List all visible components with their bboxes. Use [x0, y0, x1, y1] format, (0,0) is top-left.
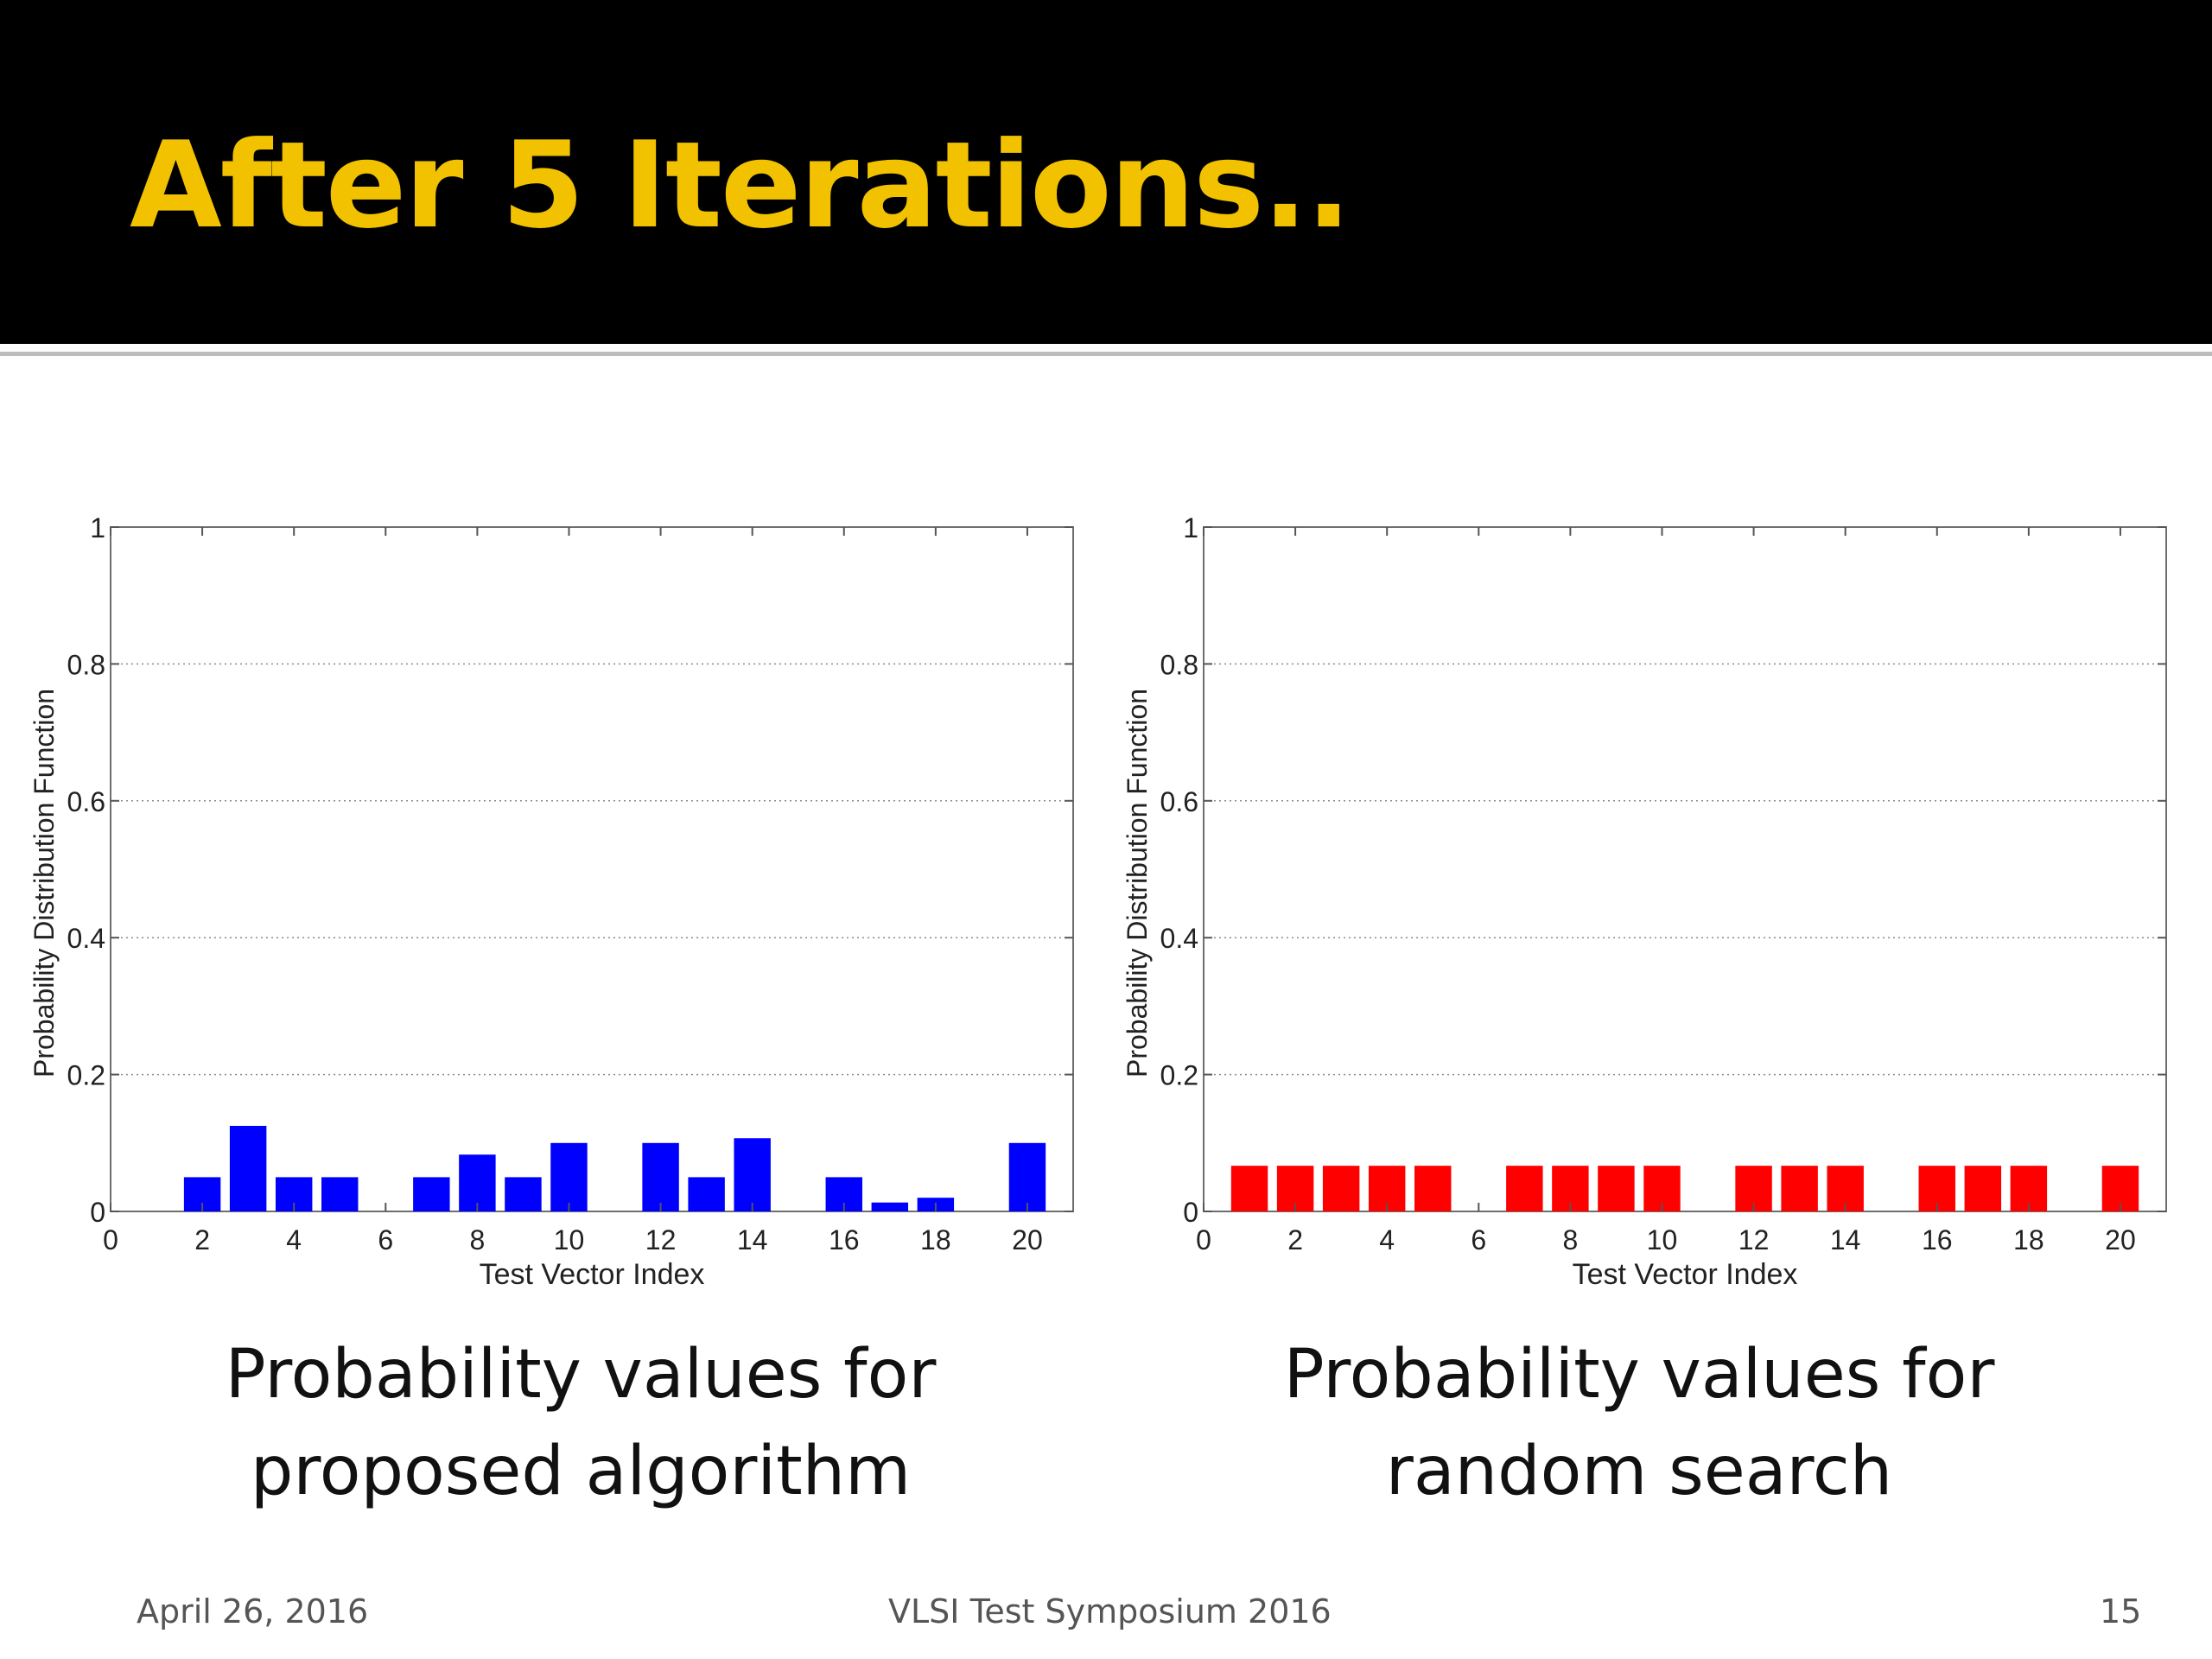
- x-tick-label: 12: [1738, 1224, 1770, 1255]
- bar: [459, 1154, 496, 1211]
- y-tick-label: 1: [90, 512, 105, 543]
- caption-line: proposed algorithm: [250, 1433, 912, 1510]
- y-tick-label: 0.4: [1160, 923, 1198, 954]
- caption-line: Probability values for: [225, 1336, 937, 1414]
- bar: [1506, 1166, 1543, 1211]
- chart-random-search-svg: 0 2 4 6 8 10 12 14 16 18 20 0 0.2 0.4 0.6 0.8 1 Test Vect…: [1122, 512, 2167, 1291]
- bar: [1414, 1166, 1452, 1211]
- title-bar: After 5 Iterations..: [0, 0, 2212, 344]
- x-axis-label: Test Vector Index: [480, 1258, 705, 1291]
- title-divider: [0, 352, 2212, 356]
- bar: [1781, 1166, 1818, 1211]
- y-axis-label: Probability Distribution Function: [29, 689, 60, 1077]
- bar: [229, 1126, 267, 1211]
- x-tick-label: 2: [1287, 1224, 1303, 1255]
- bar: [1008, 1142, 1046, 1211]
- x-tick-label: 0: [103, 1224, 118, 1255]
- x-tick-label: 12: [645, 1224, 677, 1255]
- bar: [413, 1177, 450, 1211]
- x-tick-label: 8: [469, 1224, 485, 1255]
- x-tick-label: 6: [1471, 1224, 1486, 1255]
- x-tick-label: 14: [737, 1224, 768, 1255]
- x-tick-label: 8: [1562, 1224, 1578, 1255]
- bar: [734, 1138, 771, 1211]
- bar: [1230, 1166, 1268, 1211]
- x-tick-label: 0: [1196, 1224, 1211, 1255]
- y-tick-label: 0.6: [67, 786, 105, 817]
- footer-venue: VLSI Test Symposium 2016: [888, 1592, 1332, 1630]
- caption-line: Probability values for: [1283, 1336, 1995, 1414]
- bar: [321, 1177, 359, 1211]
- bar: [505, 1177, 542, 1211]
- x-tick-label: 18: [920, 1224, 951, 1255]
- footer-page-number: 15: [2100, 1592, 2142, 1630]
- x-tick-label: 4: [286, 1224, 302, 1255]
- bar: [1598, 1166, 1635, 1211]
- chart-proposed-algorithm: 0 2 4 6 8 10 12 14 16 18 20 0 0.2 0.4 0.6 0.8 1 Test Vect…: [17, 501, 1080, 1313]
- x-tick-label: 4: [1379, 1224, 1395, 1255]
- x-tick-label: 2: [194, 1224, 210, 1255]
- bar: [642, 1142, 679, 1211]
- bar: [550, 1142, 588, 1211]
- footer-date: April 26, 2016: [137, 1592, 369, 1630]
- x-tick-label: 14: [1830, 1224, 1861, 1255]
- y-tick-label: 0.8: [1160, 649, 1198, 680]
- y-tick-label: 0: [1183, 1197, 1198, 1228]
- chart-proposed-algorithm-svg: 0 2 4 6 8 10 12 14 16 18 20 0 0.2 0.4 0.6 0.8 1 Test Vect…: [29, 512, 1074, 1291]
- chart-random-search: 0 2 4 6 8 10 12 14 16 18 20 0 0.2 0.4 0.6 0.8 1 Test Vect…: [1110, 501, 2173, 1313]
- y-tick-label: 0: [90, 1197, 105, 1228]
- x-tick-label: 16: [1922, 1224, 1953, 1255]
- y-tick-label: 0.2: [1160, 1060, 1198, 1091]
- bar: [688, 1177, 725, 1211]
- undefined: [110, 526, 1074, 1212]
- y-tick-label: 1: [1183, 512, 1198, 543]
- x-axis-label: Test Vector Index: [1573, 1258, 1798, 1291]
- x-tick-label: 18: [2013, 1224, 2044, 1255]
- caption-random-search: Probability values for random search: [1207, 1326, 2071, 1520]
- y-axis-label: Probability Distribution Function: [1122, 689, 1153, 1077]
- bar: [871, 1202, 909, 1211]
- y-tick-label: 0.8: [67, 649, 105, 680]
- bar: [1964, 1166, 2002, 1211]
- y-tick-label: 0.6: [1160, 786, 1198, 817]
- y-tick-label: 0.4: [67, 923, 105, 954]
- x-tick-label: 6: [378, 1224, 393, 1255]
- x-tick-label: 16: [829, 1224, 860, 1255]
- y-tick-label: 0.2: [67, 1060, 105, 1091]
- x-tick-label: 10: [554, 1224, 585, 1255]
- x-tick-label: 20: [1012, 1224, 1043, 1255]
- undefined: [1203, 526, 2167, 1212]
- caption-proposed-algorithm: Probability values for proposed algorith…: [149, 1326, 1013, 1520]
- caption-line: random search: [1385, 1433, 1893, 1510]
- x-tick-label: 20: [2105, 1224, 2136, 1255]
- x-tick-label: 10: [1647, 1224, 1678, 1255]
- slide-title: After 5 Iterations..: [130, 116, 1351, 255]
- bar: [1322, 1166, 1360, 1211]
